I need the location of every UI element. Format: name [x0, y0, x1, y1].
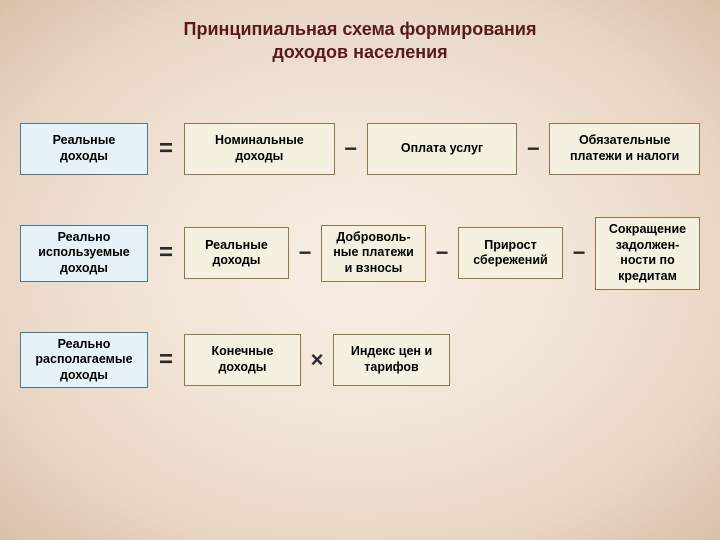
lhs-box: Реальные доходы	[20, 123, 148, 175]
rhs-box: Обязательные платежи и налоги	[549, 123, 700, 175]
title-line-2: доходов населения	[272, 42, 447, 62]
rhs-box: Индекс цен и тарифов	[333, 334, 450, 386]
equation-row-2: Реально используемые доходы = Реальные д…	[20, 217, 700, 290]
operator-equals: =	[156, 135, 176, 163]
rhs-box: Реальные доходы	[184, 227, 289, 279]
rhs-box: Конечные доходы	[184, 334, 301, 386]
rhs-box: Номинальные доходы	[184, 123, 335, 175]
equation-row-1: Реальные доходы = Номинальные доходы − О…	[20, 123, 700, 175]
operator-minus: −	[343, 136, 359, 162]
operator-equals: =	[156, 239, 176, 267]
rhs-box: Доброволь- ные платежи и взносы	[321, 225, 426, 282]
rhs-box: Прирост сбережений	[458, 227, 563, 279]
operator-minus: −	[434, 240, 450, 266]
operator-minus: −	[297, 240, 313, 266]
equation-row-3: Реально располагаемые доходы = Конечные …	[20, 332, 450, 389]
operator-times: ×	[309, 347, 325, 373]
title-line-1: Принципиальная схема формирования	[184, 19, 537, 39]
diagram-title: Принципиальная схема формирования доходо…	[20, 18, 700, 63]
operator-equals: =	[156, 346, 176, 374]
rhs-box: Оплата услуг	[367, 123, 518, 175]
lhs-box: Реально используемые доходы	[20, 225, 148, 282]
lhs-box: Реально располагаемые доходы	[20, 332, 148, 389]
operator-minus: −	[571, 240, 587, 266]
operator-minus: −	[525, 136, 541, 162]
rhs-box: Сокращение задолжен- ности по кредитам	[595, 217, 700, 290]
